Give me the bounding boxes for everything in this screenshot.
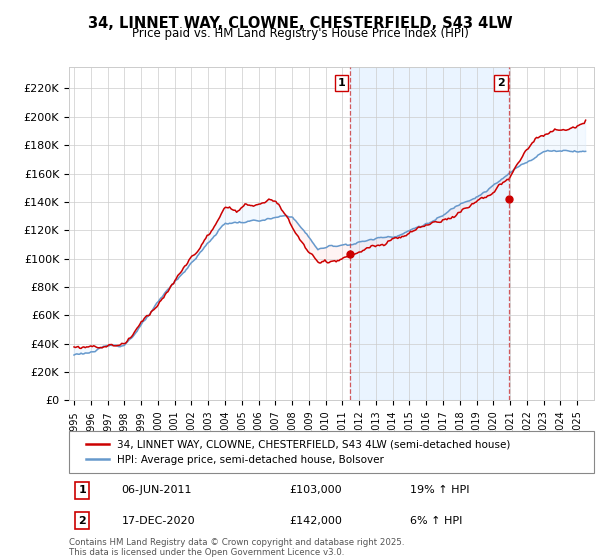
- Bar: [350, 67, 509, 400]
- Text: 2: 2: [78, 516, 86, 526]
- Text: Price paid vs. HM Land Registry's House Price Index (HPI): Price paid vs. HM Land Registry's House …: [131, 27, 469, 40]
- Text: 1: 1: [338, 78, 346, 88]
- Text: 17-DEC-2020: 17-DEC-2020: [121, 516, 195, 526]
- FancyBboxPatch shape: [69, 431, 594, 473]
- Text: £103,000: £103,000: [290, 486, 342, 496]
- Text: 06-JUN-2011: 06-JUN-2011: [121, 486, 192, 496]
- Text: £142,000: £142,000: [290, 516, 343, 526]
- Text: 2: 2: [497, 78, 505, 88]
- Legend: 34, LINNET WAY, CLOWNE, CHESTERFIELD, S43 4LW (semi-detached house), HPI: Averag: 34, LINNET WAY, CLOWNE, CHESTERFIELD, S4…: [79, 433, 517, 471]
- Text: 19% ↑ HPI: 19% ↑ HPI: [410, 486, 470, 496]
- Text: 34, LINNET WAY, CLOWNE, CHESTERFIELD, S43 4LW: 34, LINNET WAY, CLOWNE, CHESTERFIELD, S4…: [88, 16, 512, 31]
- Text: Contains HM Land Registry data © Crown copyright and database right 2025.
This d: Contains HM Land Registry data © Crown c…: [69, 538, 404, 557]
- Text: 1: 1: [78, 486, 86, 496]
- Text: 6% ↑ HPI: 6% ↑ HPI: [410, 516, 463, 526]
